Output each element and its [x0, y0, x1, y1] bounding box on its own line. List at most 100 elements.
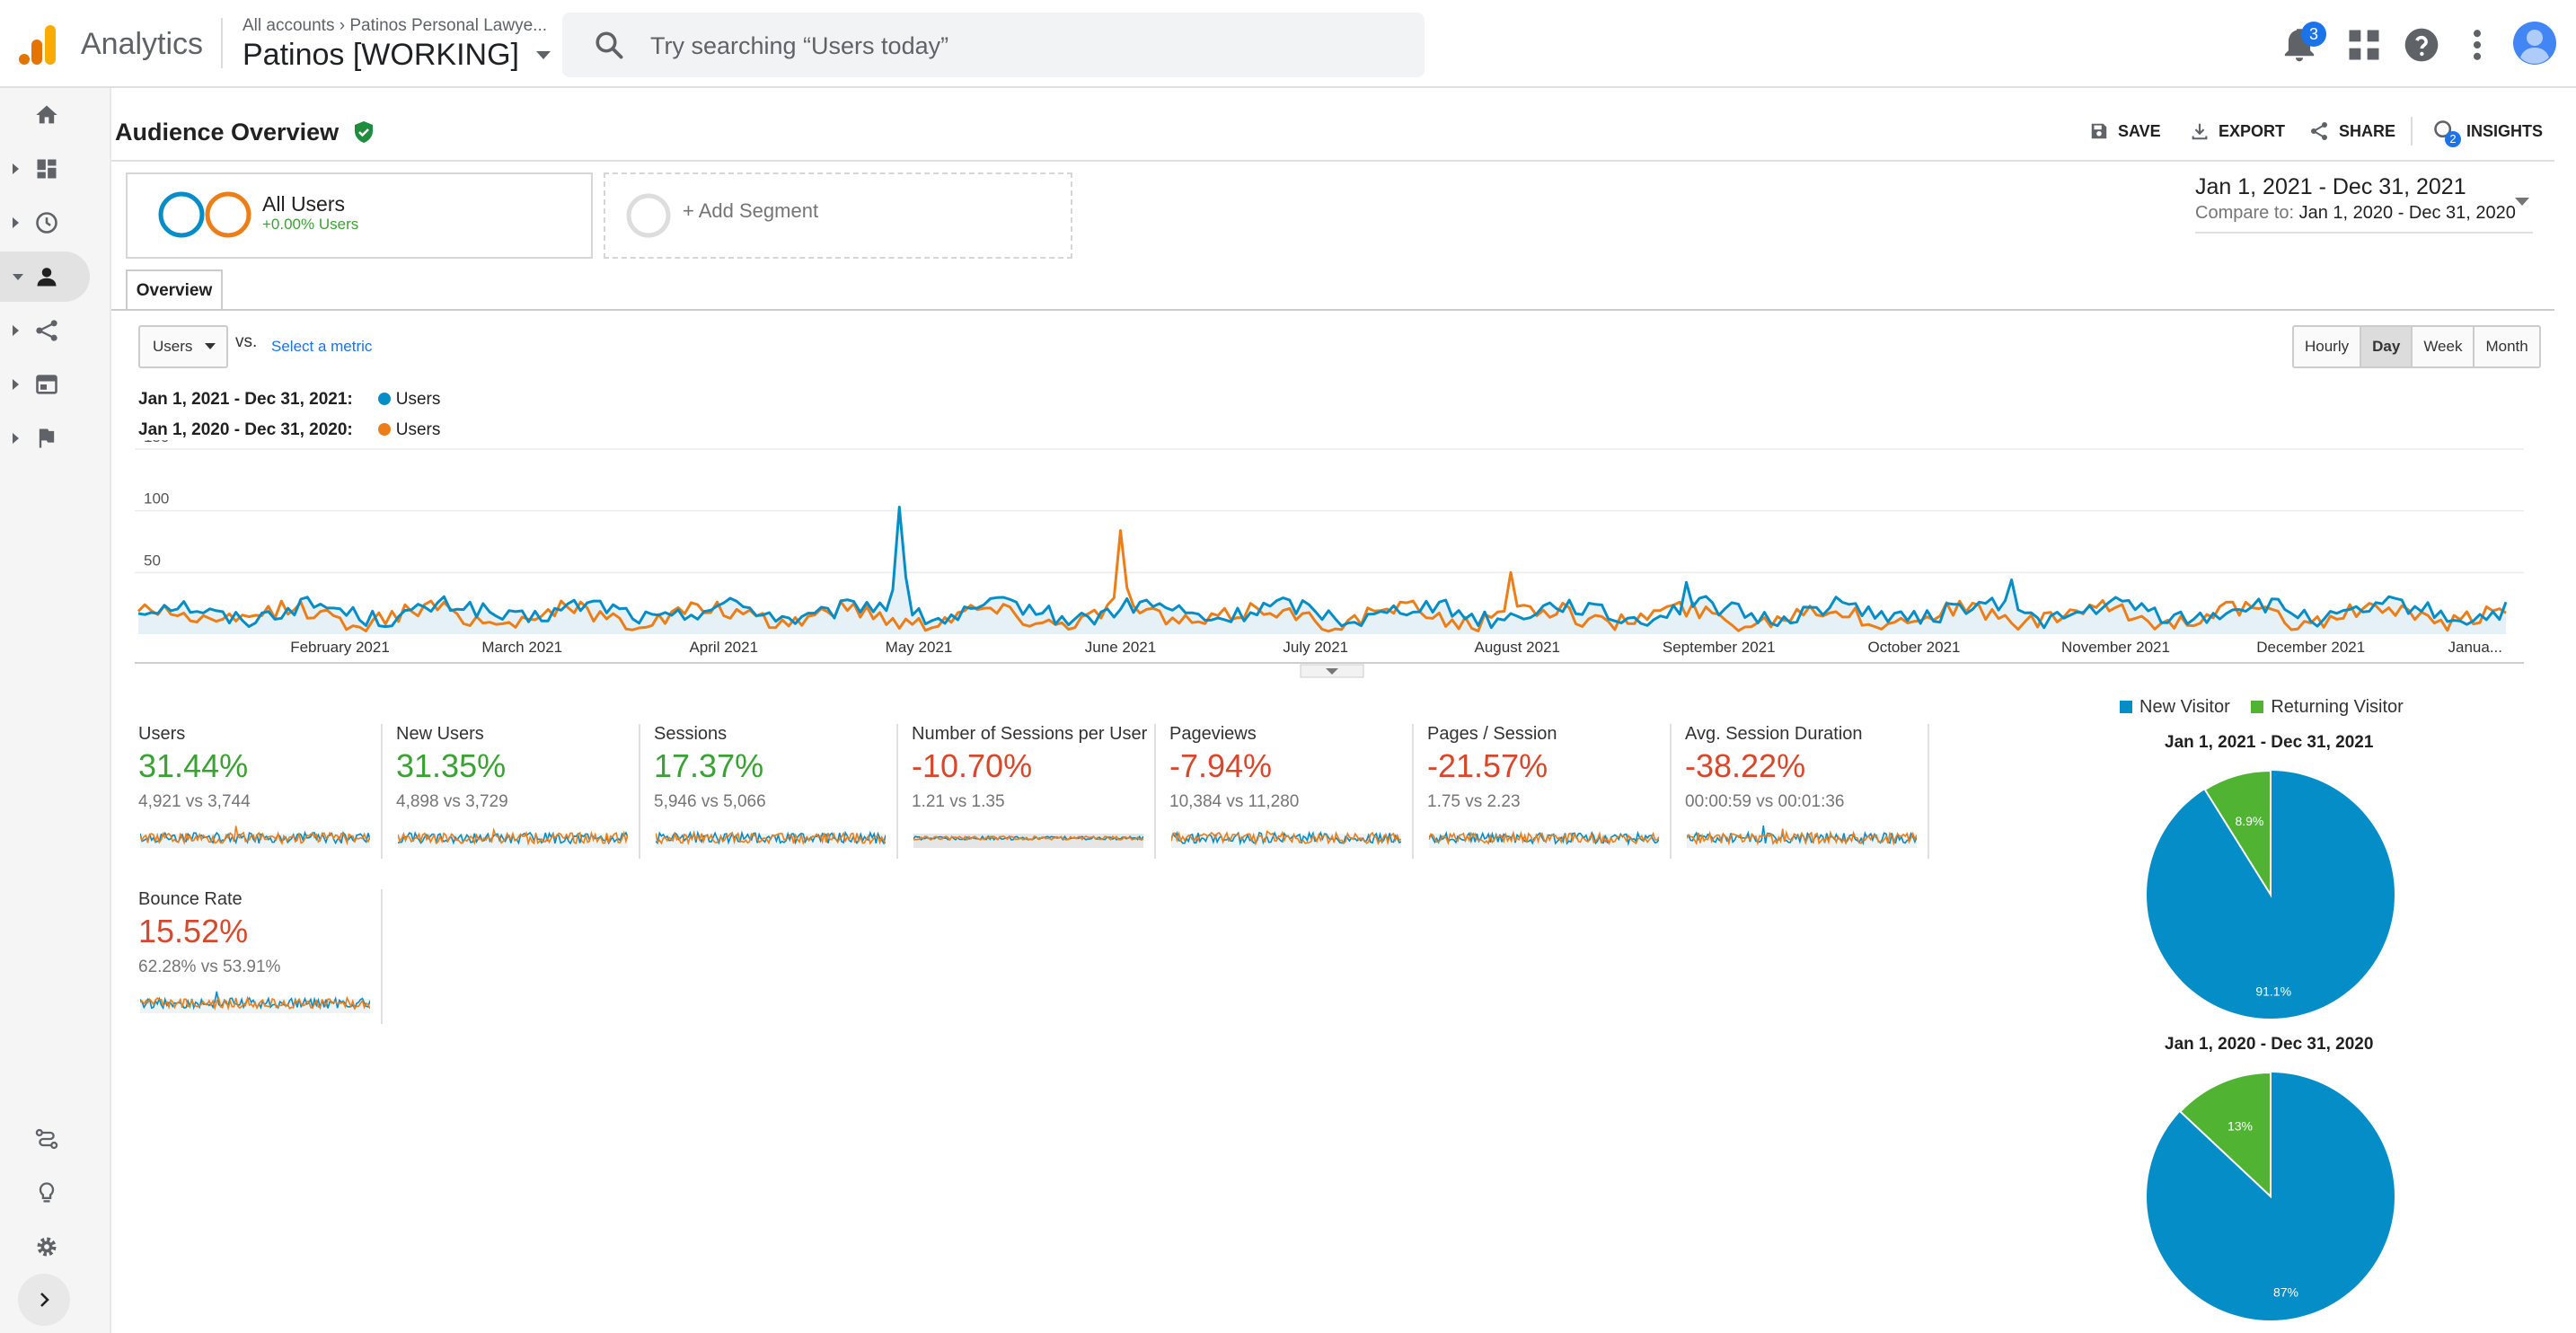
apps-grid-icon[interactable]: [2344, 25, 2384, 65]
pie-slice-returning-visitor[interactable]: [2203, 769, 2272, 898]
chevron-down-icon[interactable]: [2515, 198, 2529, 206]
x-tick-label: September 2021: [1663, 639, 1776, 656]
legend-swatch: [2251, 701, 2264, 713]
notification-badge: 3: [2301, 22, 2326, 47]
sparkline-series: [398, 826, 628, 846]
attribution-icon: [35, 1128, 58, 1150]
scorecard-title: New Users: [396, 724, 484, 744]
breadcrumb[interactable]: All accounts › Patinos Personal Lawye...: [243, 16, 548, 35]
date-range-picker[interactable]: Jan 1, 2021 - Dec 31, 2021: [2195, 174, 2466, 199]
scorecard[interactable]: Avg. Session Duration -38.22% 00:00:59 vs …: [1685, 724, 1929, 859]
share-button[interactable]: SHARE: [2308, 119, 2395, 144]
app-name[interactable]: Analytics: [81, 27, 204, 61]
select-metric-link[interactable]: Select a metric: [271, 338, 373, 355]
nav-audience[interactable]: [0, 252, 90, 302]
scorecard-change: 17.37%: [654, 747, 764, 784]
scorecard[interactable]: Bounce Rate 15.52% 62.28% vs 53.91%: [138, 889, 383, 1024]
search-input[interactable]: [648, 23, 1389, 68]
scorecard[interactable]: Pages / Session -21.57% 1.75 vs 2.23: [1427, 724, 1672, 859]
scorecard-sparkline: [656, 830, 886, 848]
granularity-week[interactable]: Week: [2413, 327, 2475, 366]
x-tick-label: October 2021: [1867, 639, 1960, 656]
insights-label: INSIGHTS: [2466, 121, 2544, 140]
nav-expand-caret: [13, 163, 19, 174]
x-tick-label: March 2021: [481, 639, 562, 656]
x-tick-label: April 2021: [689, 639, 758, 656]
add-segment-button[interactable]: [604, 172, 1072, 259]
nav-admin[interactable]: [0, 1222, 90, 1272]
series-area-current: [138, 507, 2506, 634]
scorecard[interactable]: Pageviews -7.94% 10,384 vs 11,280: [1169, 724, 1414, 859]
x-tick-label: November 2021: [2061, 639, 2170, 656]
new-vs-returning-pie-2020[interactable]: 13% 87%: [2145, 1071, 2396, 1322]
granularity-toggle[interactable]: Hourly Day Week Month: [2292, 325, 2541, 368]
users-line-chart[interactable]: 150 100 50 February 2021 March 2021 April 202…: [135, 440, 2524, 683]
nav-conversions[interactable]: [0, 413, 90, 463]
legend-new-visitor: New Visitor: [2139, 697, 2230, 717]
property-name: Patinos [WORKING]: [243, 38, 519, 72]
more-vert-icon[interactable]: [2457, 25, 2497, 65]
help-icon[interactable]: [2402, 25, 2441, 65]
nav-attribution[interactable]: [0, 1114, 90, 1164]
search-icon[interactable]: [593, 29, 625, 61]
pie-label-returning: 8.9%: [2235, 814, 2263, 828]
sparkline-fill: [913, 834, 1143, 848]
scorecard-sparkline: [140, 825, 370, 848]
nav-expand-caret: [13, 217, 19, 228]
scorecard[interactable]: Users 31.44% 4,921 vs 3,744: [138, 724, 383, 859]
download-icon: [2192, 123, 2208, 140]
scorecard-title: Number of Sessions per User: [912, 724, 1148, 744]
vs-label: vs.: [235, 332, 258, 351]
sparkline-series: [1429, 830, 1659, 846]
legend-range: Jan 1, 2020 - Dec 31, 2020:: [138, 420, 353, 439]
home-icon: [36, 105, 57, 124]
chart-legend-previous: Jan 1, 2020 - Dec 31, 2020: Users: [138, 420, 440, 440]
nav-acquisition[interactable]: [0, 305, 90, 356]
legend-dot: [377, 393, 391, 405]
scorecard-comparison: 4,921 vs 3,744: [138, 792, 251, 811]
compare-range[interactable]: Compare to: Jan 1, 2020 - Dec 31, 2020: [2195, 203, 2516, 224]
pie-slice-returning-visitor[interactable]: [2178, 1071, 2272, 1199]
chevron-down-icon: [205, 343, 216, 349]
x-tick-label: August 2021: [1475, 639, 1560, 656]
chart-legend-current: Jan 1, 2021 - Dec 31, 2021: Users: [138, 390, 440, 410]
x-tick-label: June 2021: [1085, 639, 1156, 656]
nav-customization[interactable]: [0, 144, 90, 194]
legend-series: Users: [395, 420, 441, 439]
granularity-day[interactable]: Day: [2361, 327, 2413, 366]
nav-discover[interactable]: [0, 1168, 90, 1218]
metric-select-value: Users: [153, 338, 193, 355]
avatar[interactable]: [2513, 22, 2556, 65]
nav-home[interactable]: [0, 90, 90, 140]
analytics-logo-icon[interactable]: [18, 23, 57, 66]
chevron-down-icon: [1326, 668, 1338, 675]
granularity-hourly[interactable]: Hourly: [2294, 327, 2362, 366]
segment-all-users[interactable]: [126, 172, 593, 259]
scorecard[interactable]: Sessions 17.37% 5,946 vs 5,066: [654, 724, 898, 859]
scorecard-change: 31.35%: [396, 747, 507, 784]
new-vs-returning-pie-2021[interactable]: 8.9% 91.1%: [2145, 769, 2396, 1020]
pie-title: Jan 1, 2020 - Dec 31, 2020: [2165, 1035, 2374, 1054]
granularity-month[interactable]: Month: [2485, 338, 2528, 355]
scorecard-title: Sessions: [654, 724, 728, 744]
save-button[interactable]: SAVE: [2089, 119, 2161, 144]
metric-select[interactable]: Users: [138, 325, 228, 368]
y-tick-label: 50: [144, 552, 161, 569]
pie-label-returning: 13%: [2228, 1119, 2253, 1134]
scorecard[interactable]: Number of Sessions per User -10.70% 1.21 v…: [912, 724, 1156, 859]
expand-nav-button[interactable]: [18, 1274, 70, 1326]
scorecard-sparkline: [398, 826, 628, 848]
x-tick-label: February 2021: [290, 639, 390, 656]
nav-behavior[interactable]: [0, 359, 90, 410]
scorecard-change: -7.94%: [1169, 747, 1273, 784]
scorecard-comparison: 1.75 vs 2.23: [1427, 792, 1521, 811]
share-label: SHARE: [2339, 121, 2396, 140]
nav-realtime[interactable]: [0, 198, 90, 248]
x-tick-label: December 2021: [2256, 639, 2365, 656]
export-button[interactable]: EXPORT: [2190, 119, 2285, 144]
scorecard[interactable]: New Users 31.35% 4,898 vs 3,729: [396, 724, 640, 859]
insights-button[interactable]: 2 INSIGHTS: [2432, 119, 2544, 147]
page-title-text: Audience Overview: [115, 119, 340, 146]
tab-overview[interactable]: Overview: [126, 269, 223, 311]
property-selector[interactable]: Patinos [WORKING]: [243, 38, 551, 73]
